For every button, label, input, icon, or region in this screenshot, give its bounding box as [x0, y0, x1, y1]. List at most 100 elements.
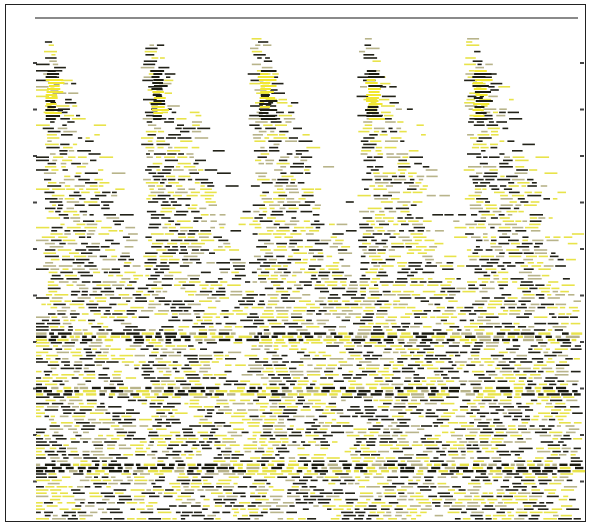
trace-dash [381, 105, 395, 107]
trace-dash [108, 502, 115, 504]
trace-dash [342, 374, 352, 376]
trace-dash [259, 486, 266, 488]
trace-dash [422, 332, 435, 334]
trace-dash [478, 377, 491, 379]
trace-dash [325, 409, 329, 411]
trace-dash [467, 38, 479, 40]
trace-dash [306, 233, 314, 235]
trace-dash [501, 307, 505, 309]
trace-dash [410, 284, 424, 286]
trace-dash [416, 515, 421, 517]
trace-dash [49, 272, 58, 274]
trace-dash [117, 384, 124, 386]
trace-dash [265, 128, 276, 130]
trace-dash [364, 435, 374, 437]
trace-dash [346, 230, 357, 232]
trace-dash [150, 44, 155, 46]
trace-dash [63, 268, 69, 270]
trace-dash [90, 214, 94, 216]
trace-dash [374, 377, 382, 379]
right-tick [580, 62, 584, 64]
trace-dash [285, 400, 296, 402]
trace-dash [379, 467, 387, 469]
trace-dash [520, 201, 528, 203]
trace-dash [36, 352, 48, 354]
trace-dash [51, 336, 59, 338]
trace-dash [559, 499, 568, 501]
trace-dash [332, 470, 342, 472]
trace-dash [326, 496, 339, 498]
trace-dash [516, 316, 529, 318]
trace-dash [213, 512, 220, 514]
trace-dash [140, 512, 153, 514]
trace-dash [314, 393, 327, 395]
trace-dash [531, 515, 539, 517]
trace-dash [225, 323, 236, 325]
trace-dash [282, 441, 288, 443]
trace-dash [467, 444, 472, 446]
trace-dash [169, 227, 176, 229]
trace-dash [467, 505, 480, 507]
trace-dash [155, 297, 165, 299]
trace-dash [70, 304, 84, 306]
trace-dash [323, 339, 336, 341]
trace-dash [449, 387, 460, 389]
trace-dash [383, 246, 388, 248]
trace-dash [47, 140, 51, 142]
trace-dash [45, 409, 58, 411]
trace-dash [150, 403, 156, 405]
trace-dash [134, 364, 140, 366]
trace-dash [511, 278, 524, 280]
trace-dash [230, 444, 240, 446]
trace-dash [494, 435, 507, 437]
trace-dash [65, 198, 75, 200]
trace-dash [72, 105, 77, 107]
trace-dash [52, 435, 63, 437]
trace-dash [243, 448, 257, 450]
trace-dash [407, 508, 417, 510]
trace-dash [522, 236, 528, 238]
trace-dash [522, 329, 531, 331]
trace-dash [467, 403, 476, 405]
trace-dash [125, 326, 138, 328]
trace-dash [173, 195, 182, 197]
trace-dash [504, 476, 511, 478]
trace-dash [148, 435, 159, 437]
trace-dash [51, 329, 64, 331]
trace-dash [480, 432, 493, 434]
trace-dash [438, 492, 450, 494]
trace-dash [413, 201, 423, 203]
trace-dash [183, 262, 193, 264]
trace-dash [467, 249, 471, 251]
trace-dash [401, 316, 411, 318]
trace-dash [169, 355, 182, 357]
trace-dash [62, 515, 69, 517]
trace-dash [67, 284, 74, 286]
trace-dash [157, 368, 170, 370]
trace-dash [224, 406, 230, 408]
trace-dash [404, 380, 411, 382]
trace-dash [365, 38, 372, 40]
trace-dash [465, 435, 476, 437]
trace-dash [244, 326, 258, 328]
trace-dash [363, 121, 372, 123]
trace-dash [287, 406, 298, 408]
trace-dash [36, 390, 42, 392]
trace-dash [61, 166, 66, 168]
trace-dash [359, 51, 365, 53]
trace-dash [328, 300, 333, 302]
trace-dash [408, 403, 421, 405]
trace-dash [184, 403, 188, 405]
trace-dash [148, 124, 156, 126]
trace-dash [419, 502, 432, 504]
trace-dash [464, 496, 472, 498]
trace-dash [253, 220, 258, 222]
trace-dash [45, 262, 53, 264]
trace-dash [521, 480, 534, 482]
trace-dash [450, 326, 460, 328]
trace-dash [75, 329, 81, 331]
trace-dash [358, 329, 371, 331]
trace-dash [468, 489, 480, 491]
trace-dash [305, 172, 311, 174]
trace-dash [363, 316, 373, 318]
